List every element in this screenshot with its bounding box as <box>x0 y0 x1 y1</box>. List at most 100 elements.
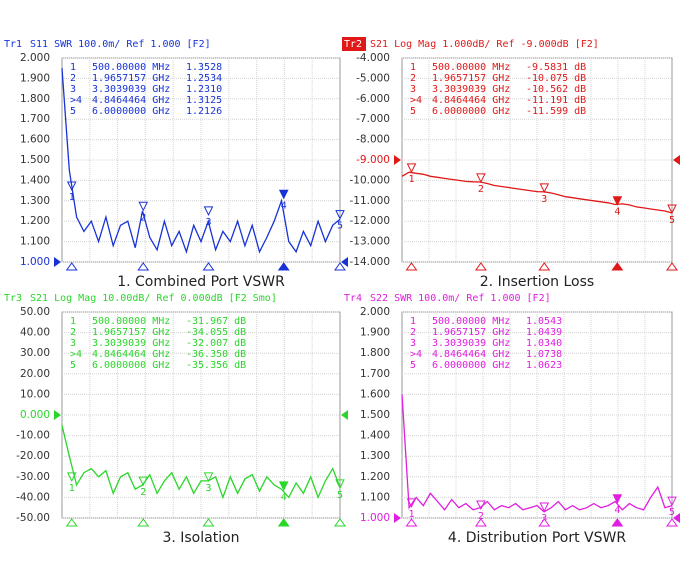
marker-stimulus: 4.8464464 GHz <box>92 349 170 360</box>
trace-marker-label: 2 <box>478 184 484 195</box>
ref-arrow-left <box>54 257 61 267</box>
y-tick-label: 30.00 <box>20 347 50 359</box>
trace-marker <box>667 204 677 215</box>
trace-marker <box>476 500 486 511</box>
marker-value: 1.0439 <box>526 327 562 338</box>
marker-value: 1.0340 <box>526 338 562 349</box>
y-tick-label: -11.000 <box>349 195 390 207</box>
marker-stimulus: 6.0000000 GHz <box>432 106 510 117</box>
y-tick-label: -20.00 <box>16 450 50 462</box>
y-tick-label: 1.900 <box>20 72 50 84</box>
marker-stimulus: 3.3039039 GHz <box>92 84 170 95</box>
marker-value: -31.967 dB <box>186 316 246 327</box>
trace-title: S22 SWR 100.0m/ Ref 1.000 [F2] <box>370 293 551 304</box>
stimulus-marker <box>202 518 215 527</box>
marker-value: 1.3125 <box>186 95 222 106</box>
marker-stimulus: 500.00000 MHz <box>432 62 510 73</box>
trace-marker <box>66 472 77 482</box>
stimulus-marker <box>611 518 624 527</box>
marker-value: 1.2310 <box>186 84 222 95</box>
marker-name: >4 <box>410 349 422 360</box>
ref-arrow-left <box>394 513 401 523</box>
stimulus-marker <box>277 518 290 527</box>
marker-name: 2 <box>410 73 416 84</box>
y-tick-label: -9.000 <box>356 154 390 166</box>
marker-name: 2 <box>410 327 416 338</box>
marker-stimulus: 1.9657157 GHz <box>92 73 170 84</box>
trace-marker <box>335 479 345 489</box>
marker-stimulus: 500.00000 MHz <box>92 316 170 327</box>
marker-name: 5 <box>70 360 76 371</box>
stimulus-marker <box>137 518 150 527</box>
y-tick-label: -13.000 <box>349 236 390 248</box>
y-tick-label: 1.700 <box>20 113 50 125</box>
y-tick-label: 1.600 <box>20 134 50 146</box>
stimulus-marker <box>334 518 346 527</box>
trace <box>401 394 673 513</box>
marker-value: 1.0543 <box>526 316 562 327</box>
trace-marker <box>539 183 550 193</box>
marker-value: -34.055 dB <box>186 327 246 338</box>
ref-arrow-right <box>673 513 680 523</box>
trace-marker-label: 2 <box>140 487 146 498</box>
y-tick-label: -7.000 <box>356 113 390 125</box>
trace-title: S11 SWR 100.0m/ Ref 1.000 [F2] <box>30 39 211 50</box>
marker-value: -10.075 dB <box>526 73 586 84</box>
y-tick-label: 1.600 <box>360 388 390 400</box>
marker-value: -9.5831 dB <box>526 62 586 73</box>
marker-value: 1.3528 <box>186 62 222 73</box>
marker-value: 1.0623 <box>526 360 562 371</box>
chart-caption: 4. Distribution Port VSWR <box>448 530 626 546</box>
marker-name: 2 <box>70 327 76 338</box>
marker-name: 3 <box>70 338 76 349</box>
stimulus-marker <box>666 518 678 527</box>
trace-marker-label: 4 <box>281 200 287 211</box>
trace-marker <box>138 201 149 212</box>
y-tick-label: 50.00 <box>20 306 50 318</box>
y-tick-label: 1.300 <box>360 450 390 462</box>
chart-caption: 1. Combined Port VSWR <box>117 274 285 290</box>
trace-marker-label: 5 <box>669 215 675 226</box>
marker-value: 1.2534 <box>186 73 222 84</box>
y-tick-label: -50.00 <box>16 512 50 524</box>
y-tick-label: 2.000 <box>360 306 390 318</box>
marker-name: 3 <box>410 84 416 95</box>
marker-stimulus: 3.3039039 GHz <box>92 338 170 349</box>
trace-marker <box>138 476 149 487</box>
trace-marker <box>406 498 417 508</box>
trace-marker-label: 5 <box>337 490 343 501</box>
trace-marker <box>612 494 623 504</box>
trace-marker-label: 4 <box>614 207 620 218</box>
trace-marker-label: 1 <box>408 509 414 520</box>
marker-name: 1 <box>70 316 76 327</box>
stimulus-marker <box>65 262 78 271</box>
y-tick-label: 1.500 <box>360 409 390 421</box>
trace-marker-label: 3 <box>541 194 547 205</box>
marker-name: 5 <box>410 360 416 371</box>
y-tick-label: 1.400 <box>20 174 50 186</box>
marker-value: -32.007 dB <box>186 338 246 349</box>
stimulus-marker <box>538 518 551 527</box>
y-tick-label: 1.100 <box>360 491 390 503</box>
trace-marker-label: 1 <box>408 174 414 185</box>
trace-marker <box>278 481 289 491</box>
stimulus-marker <box>666 262 678 271</box>
y-tick-label: -8.000 <box>356 134 390 146</box>
stimulus-marker <box>334 262 346 271</box>
y-tick-label: -30.00 <box>16 471 50 483</box>
marker-stimulus: 6.0000000 GHz <box>92 360 170 371</box>
y-tick-label: -5.000 <box>356 72 390 84</box>
y-tick-label: 1.200 <box>360 471 390 483</box>
y-tick-label: -10.000 <box>349 174 390 186</box>
trace-marker-label: 3 <box>205 483 211 494</box>
y-tick-label: 1.800 <box>20 93 50 105</box>
trace-title: S21 Log Mag 10.00dB/ Ref 0.000dB [F2 Smo… <box>30 293 277 304</box>
y-tick-label: 0.000 <box>20 409 50 421</box>
trace-marker-label: 4 <box>614 505 620 516</box>
trace-name: Tr3 <box>4 293 22 304</box>
trace-marker <box>278 189 289 200</box>
marker-name: >4 <box>70 95 82 106</box>
trace-marker-label: 4 <box>281 492 287 503</box>
ref-label-box <box>356 512 392 524</box>
marker-name: 2 <box>70 73 76 84</box>
